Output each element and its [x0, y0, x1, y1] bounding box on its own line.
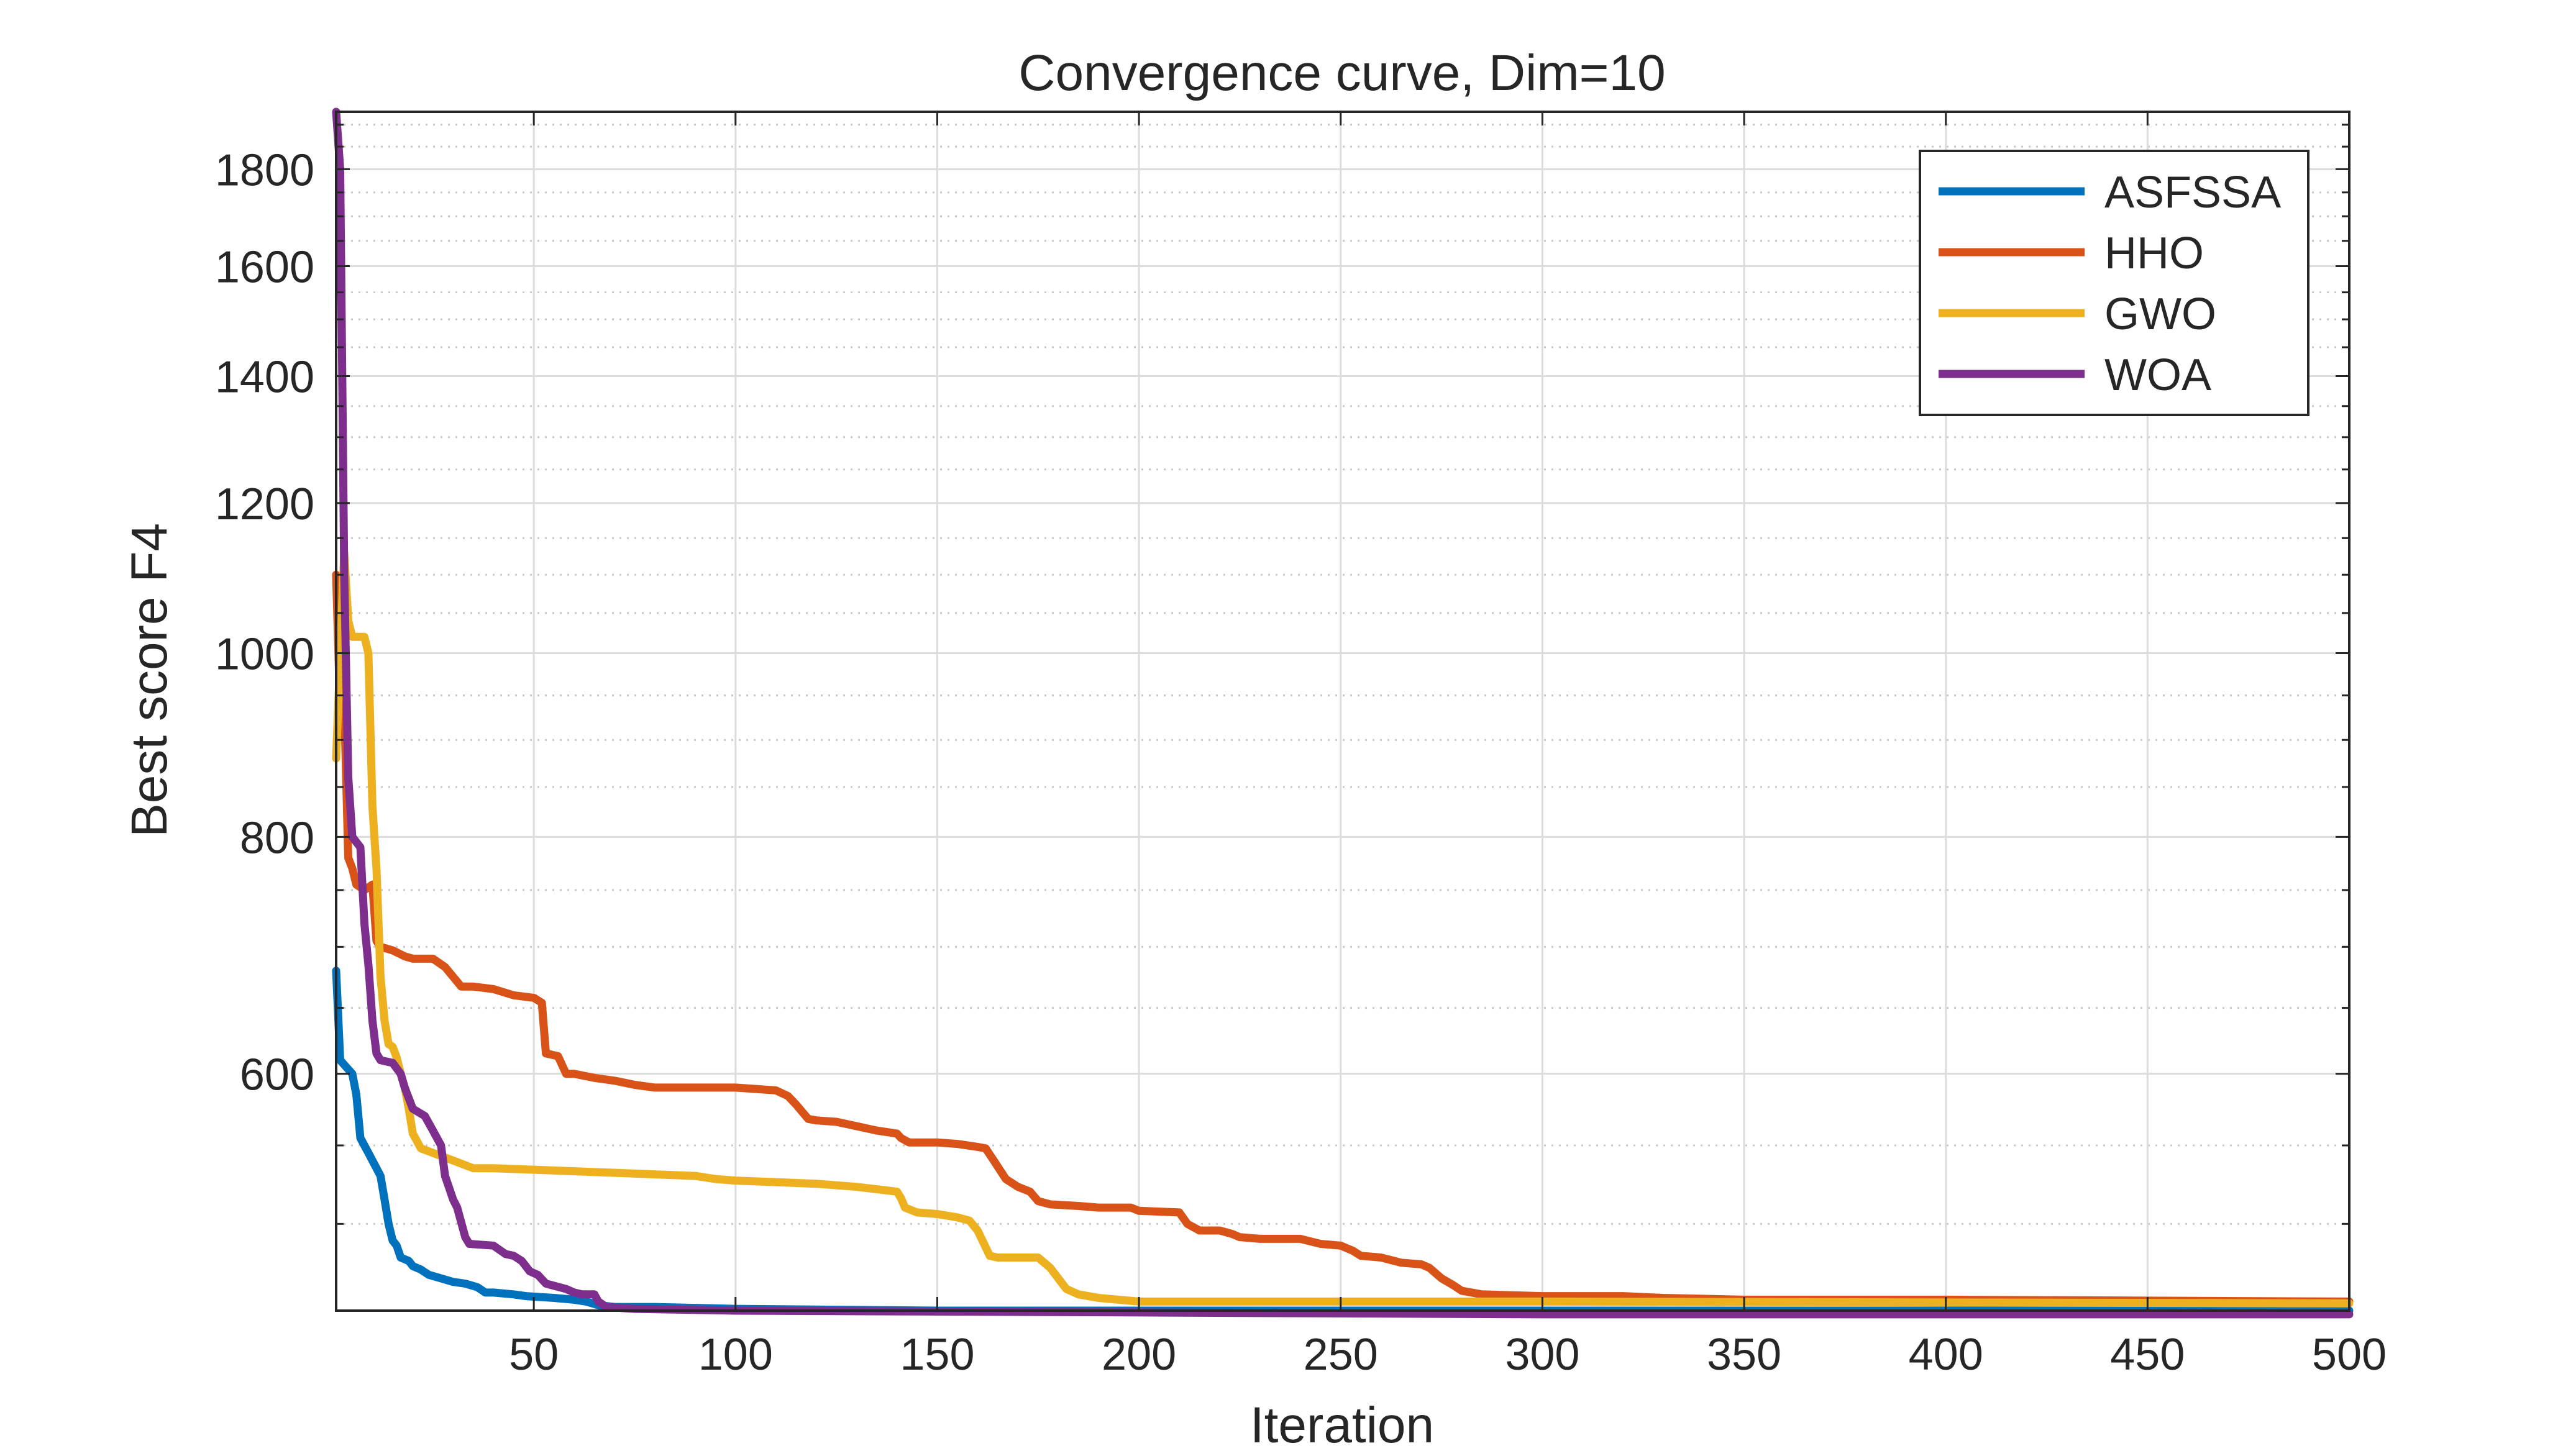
series-line-woa [332, 107, 2354, 1319]
x-tick-label: 50 [509, 1330, 559, 1380]
x-tick-label: 450 [2110, 1330, 2185, 1380]
legend-label-asfssa: ASFSSA [2104, 168, 2281, 217]
x-tick-label: 500 [2312, 1330, 2387, 1380]
x-tick-label: 100 [698, 1330, 773, 1380]
x-axis-label: Iteration [1250, 1397, 1434, 1454]
x-tick-label: 350 [1707, 1330, 1781, 1380]
series-line-hho [332, 570, 2354, 1306]
y-axis-label: Best score F4 [121, 523, 178, 837]
y-tick-label: 800 [240, 813, 314, 863]
series-lines [332, 107, 2354, 1319]
x-tick-label: 300 [1505, 1330, 1579, 1380]
axes [335, 111, 2351, 1312]
y-tick-label: 600 [240, 1050, 314, 1100]
series-line-gwo [332, 548, 2354, 1308]
y-tick-label: 1200 [215, 480, 314, 529]
legend-label-hho: HHO [2104, 229, 2204, 278]
y-tick-label: 1000 [215, 630, 314, 680]
plot-frame [335, 111, 2351, 1312]
chart-title: Convergence curve, Dim=10 [1018, 45, 1665, 101]
legend: ASFSSA HHO GWO WOA [1919, 150, 2309, 416]
x-tick-label: 400 [1909, 1330, 1983, 1380]
legend-label-gwo: GWO [2104, 289, 2216, 339]
y-tick-label: 1600 [215, 243, 314, 293]
y-tick-label: 1400 [215, 353, 314, 403]
x-tick-label: 200 [1102, 1330, 1176, 1380]
x-tick-label: 250 [1304, 1330, 1378, 1380]
legend-label-woa: WOA [2104, 350, 2211, 400]
y-tick-label: 1800 [215, 145, 314, 195]
tick-labels: 50 100 150 200 250 300 350 400 450 500 600 800 1000 1… [215, 145, 2387, 1380]
x-tick-label: 150 [900, 1330, 974, 1380]
